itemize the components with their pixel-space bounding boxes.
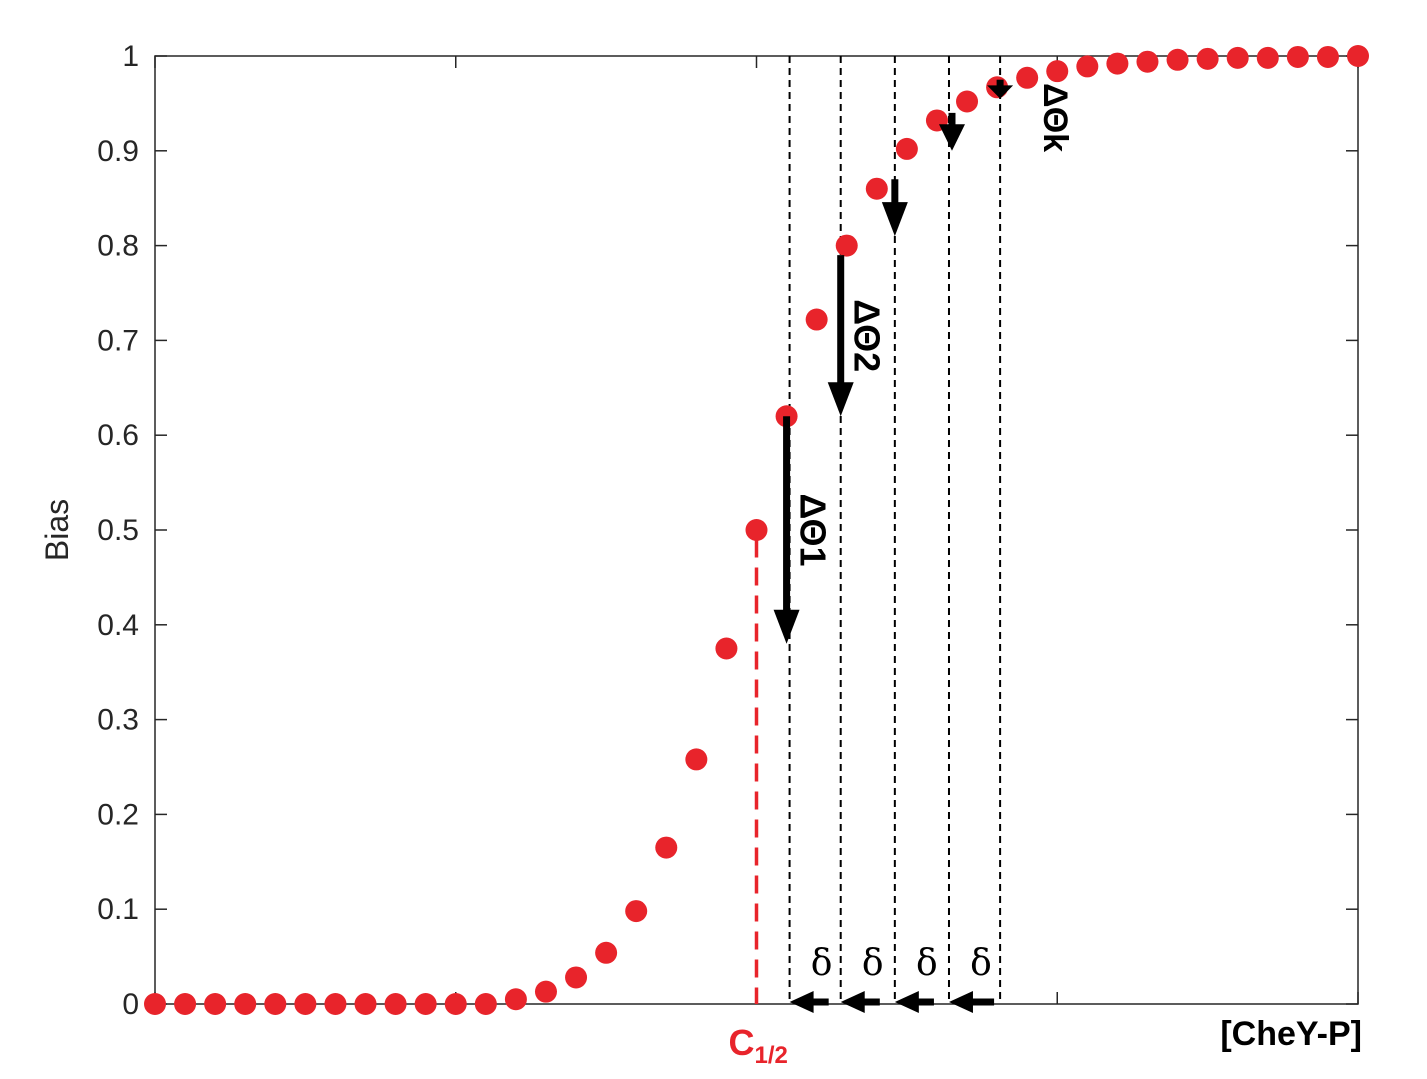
y-tick-label: 0.8 [97, 230, 139, 263]
data-point [324, 993, 347, 1015]
data-point [956, 90, 979, 113]
theta-arrow: ΔΘ1 [773, 416, 834, 644]
y-tick-label: 0.1 [97, 893, 139, 926]
data-point [685, 748, 708, 771]
theta-arrow [938, 112, 965, 151]
data-point [1166, 48, 1189, 71]
data-point [895, 137, 918, 160]
arrow-head [881, 202, 908, 237]
arrow-head [938, 124, 965, 151]
arrow-head [948, 991, 973, 1013]
y-tick-label: 1 [122, 40, 139, 73]
data-point [444, 993, 467, 1015]
delta-arrow: δ [948, 943, 995, 1013]
theta-arrow [881, 179, 908, 237]
delta-symbol: δ [811, 943, 833, 984]
data-point [1347, 45, 1369, 67]
data-point [655, 836, 678, 859]
theta-arrow: ΔΘk [987, 79, 1074, 152]
theta-label: ΔΘk [1036, 83, 1074, 152]
arrow-head [773, 609, 800, 644]
data-point [1256, 46, 1279, 69]
data-point [1046, 60, 1069, 83]
data-point [144, 993, 166, 1015]
y-tick-label: 0.9 [97, 135, 139, 168]
y-axis-label: Bias [39, 499, 75, 561]
delta-symbol: δ [970, 943, 992, 984]
data-point [1196, 47, 1219, 70]
arrow-head [789, 991, 814, 1013]
data-point [384, 993, 407, 1015]
data-point [294, 993, 317, 1015]
data-point [1286, 45, 1309, 68]
theta-arrow: ΔΘ2 [827, 255, 888, 417]
data-point [474, 993, 497, 1015]
data-point [414, 993, 437, 1015]
data-point [1076, 55, 1099, 78]
y-tick-label: 0.5 [97, 514, 139, 547]
data-point [625, 900, 648, 923]
data-point [504, 988, 527, 1011]
data-point [174, 993, 197, 1015]
y-tick-label: 0.4 [97, 609, 139, 642]
arrow-head [894, 991, 919, 1013]
data-point [264, 993, 287, 1015]
data-point [565, 966, 588, 989]
y-tick-label: 0 [122, 988, 139, 1021]
delta-arrow: δ [894, 943, 938, 1013]
c-half-marker: C1/2 [729, 539, 788, 1069]
x-axis-label: [CheY-P] [1220, 1015, 1362, 1053]
data-point [715, 637, 738, 660]
data-point [204, 993, 227, 1015]
arrow-head [987, 85, 1014, 99]
delta-arrow: δ [840, 943, 884, 1013]
data-point [1226, 46, 1249, 69]
data-point [1106, 52, 1129, 75]
data-point [745, 519, 768, 541]
theta-label: ΔΘ1 [793, 494, 834, 567]
y-tick-label: 0.7 [97, 324, 139, 357]
delta-symbol: δ [862, 943, 884, 984]
data-point [595, 941, 618, 964]
data-point [805, 308, 828, 331]
data-point [534, 980, 557, 1003]
y-tick-labels: 0 0.1 0.2 0.3 0.4 0.5 0.6 0.7 0.8 0.9 1 [97, 40, 139, 1021]
y-tick-label: 0.6 [97, 419, 139, 452]
delta-symbol: δ [916, 943, 938, 984]
y-tick-label: 0.3 [97, 704, 139, 737]
theta-arrows: ΔΘ1 ΔΘ2 ΔΘk [773, 79, 1074, 644]
data-points [144, 45, 1369, 1015]
data-point [1316, 45, 1339, 68]
arrow-head [827, 382, 854, 417]
data-point [354, 993, 377, 1015]
data-point [1136, 50, 1159, 73]
data-point [234, 993, 257, 1015]
data-point [835, 234, 858, 257]
data-point [865, 177, 888, 200]
delta-arrow: δ [789, 943, 833, 1013]
c-half-label: C1/2 [729, 1022, 788, 1069]
y-tick-label: 0.2 [97, 798, 139, 831]
theta-label: ΔΘ2 [847, 299, 888, 372]
data-point [1016, 66, 1039, 89]
arrow-head [840, 991, 865, 1013]
